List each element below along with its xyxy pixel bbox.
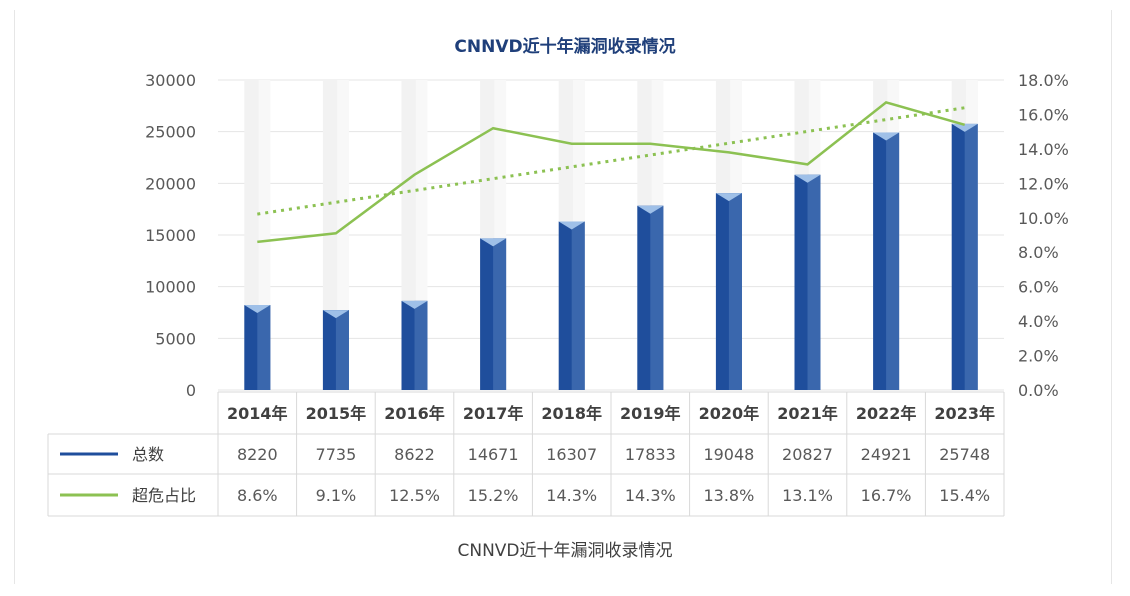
chart-title: CNNVD近十年漏洞收录情况	[454, 36, 675, 57]
category-label: 2020年	[699, 404, 760, 423]
category-label: 2021年	[777, 404, 838, 423]
data-label: 7735	[316, 445, 357, 464]
bar-side-shade	[650, 205, 664, 390]
left-axis-tick-label: 20000	[145, 174, 196, 193]
left-axis-tick-label: 10000	[145, 278, 196, 297]
right-axis-tick-label: 8.0%	[1018, 243, 1059, 262]
bar-top-cap	[715, 193, 742, 202]
bar-background-shade	[415, 80, 428, 390]
right-axis-tick-label: 10.0%	[1018, 209, 1069, 228]
bar-top-cap	[637, 205, 664, 214]
bar-side-shade	[493, 238, 507, 390]
category-label: 2022年	[856, 404, 917, 423]
data-label: 17833	[625, 445, 676, 464]
bar-side-shade	[964, 123, 978, 391]
bar-background-shade	[258, 80, 271, 390]
data-label: 13.8%	[703, 486, 754, 505]
bar-top-cap	[873, 132, 900, 141]
category-label: 2017年	[463, 404, 524, 423]
data-label: 19048	[703, 445, 754, 464]
bar-top-cap	[401, 300, 428, 309]
data-label: 25748	[939, 445, 990, 464]
left-axis-tick-label: 0	[186, 381, 196, 400]
category-label: 2016年	[384, 404, 445, 423]
data-label: 13.1%	[782, 486, 833, 505]
data-label: 24921	[861, 445, 912, 464]
left-axis-tick-label: 25000	[145, 123, 196, 142]
left-axis-tick-label: 5000	[155, 329, 196, 348]
bar-side-shade	[414, 300, 428, 390]
data-label: 8622	[394, 445, 435, 464]
bar-top-cap	[480, 238, 507, 247]
right-axis-tick-label: 16.0%	[1018, 105, 1069, 124]
bar-top-cap	[951, 123, 978, 132]
chart-caption: CNNVD近十年漏洞收录情况	[457, 541, 673, 561]
bar-background-shade	[494, 80, 507, 390]
bar-top-cap	[558, 221, 585, 230]
bar-side-shade	[257, 305, 271, 390]
data-label: 9.1%	[316, 486, 357, 505]
chart-frame	[14, 10, 1112, 584]
right-axis-tick-label: 12.0%	[1018, 174, 1069, 193]
data-label: 14671	[468, 445, 519, 464]
data-label: 15.4%	[939, 486, 990, 505]
category-label: 2018年	[541, 404, 602, 423]
category-label: 2023年	[934, 404, 995, 423]
data-label: 16307	[546, 445, 597, 464]
bar-side-shade	[886, 132, 900, 390]
bar-side-shade	[571, 221, 585, 390]
right-axis-tick-label: 2.0%	[1018, 347, 1059, 366]
left-axis-tick-label: 15000	[145, 226, 196, 245]
bar-background-shade	[337, 80, 349, 390]
category-label: 2019年	[620, 404, 681, 423]
data-label: 15.2%	[468, 486, 519, 505]
category-label: 2015年	[306, 404, 367, 423]
data-label: 8220	[237, 445, 278, 464]
right-axis-tick-label: 4.0%	[1018, 312, 1059, 331]
bar-side-shade	[728, 193, 742, 390]
bar-top-cap	[322, 310, 349, 319]
data-label: 8.6%	[237, 486, 278, 505]
data-label: 14.3%	[625, 486, 676, 505]
right-axis-tick-label: 14.0%	[1018, 140, 1069, 159]
left-axis-tick-label: 30000	[145, 71, 196, 90]
line-series	[257, 101, 966, 244]
bar-top-cap	[794, 174, 821, 183]
bar-top-cap	[244, 305, 271, 314]
data-label: 16.7%	[861, 486, 912, 505]
bar-side-shade	[807, 174, 821, 390]
data-label: 12.5%	[389, 486, 440, 505]
right-axis-tick-label: 6.0%	[1018, 278, 1059, 297]
category-label: 2014年	[227, 404, 288, 423]
legend-label: 总数	[132, 445, 164, 464]
data-label: 20827	[782, 445, 833, 464]
right-axis-tick-label: 0.0%	[1018, 381, 1059, 400]
right-axis-tick-label: 18.0%	[1018, 71, 1069, 90]
data-label: 14.3%	[546, 486, 597, 505]
legend-label: 超危占比	[132, 486, 196, 505]
bar-side-shade	[335, 310, 349, 390]
